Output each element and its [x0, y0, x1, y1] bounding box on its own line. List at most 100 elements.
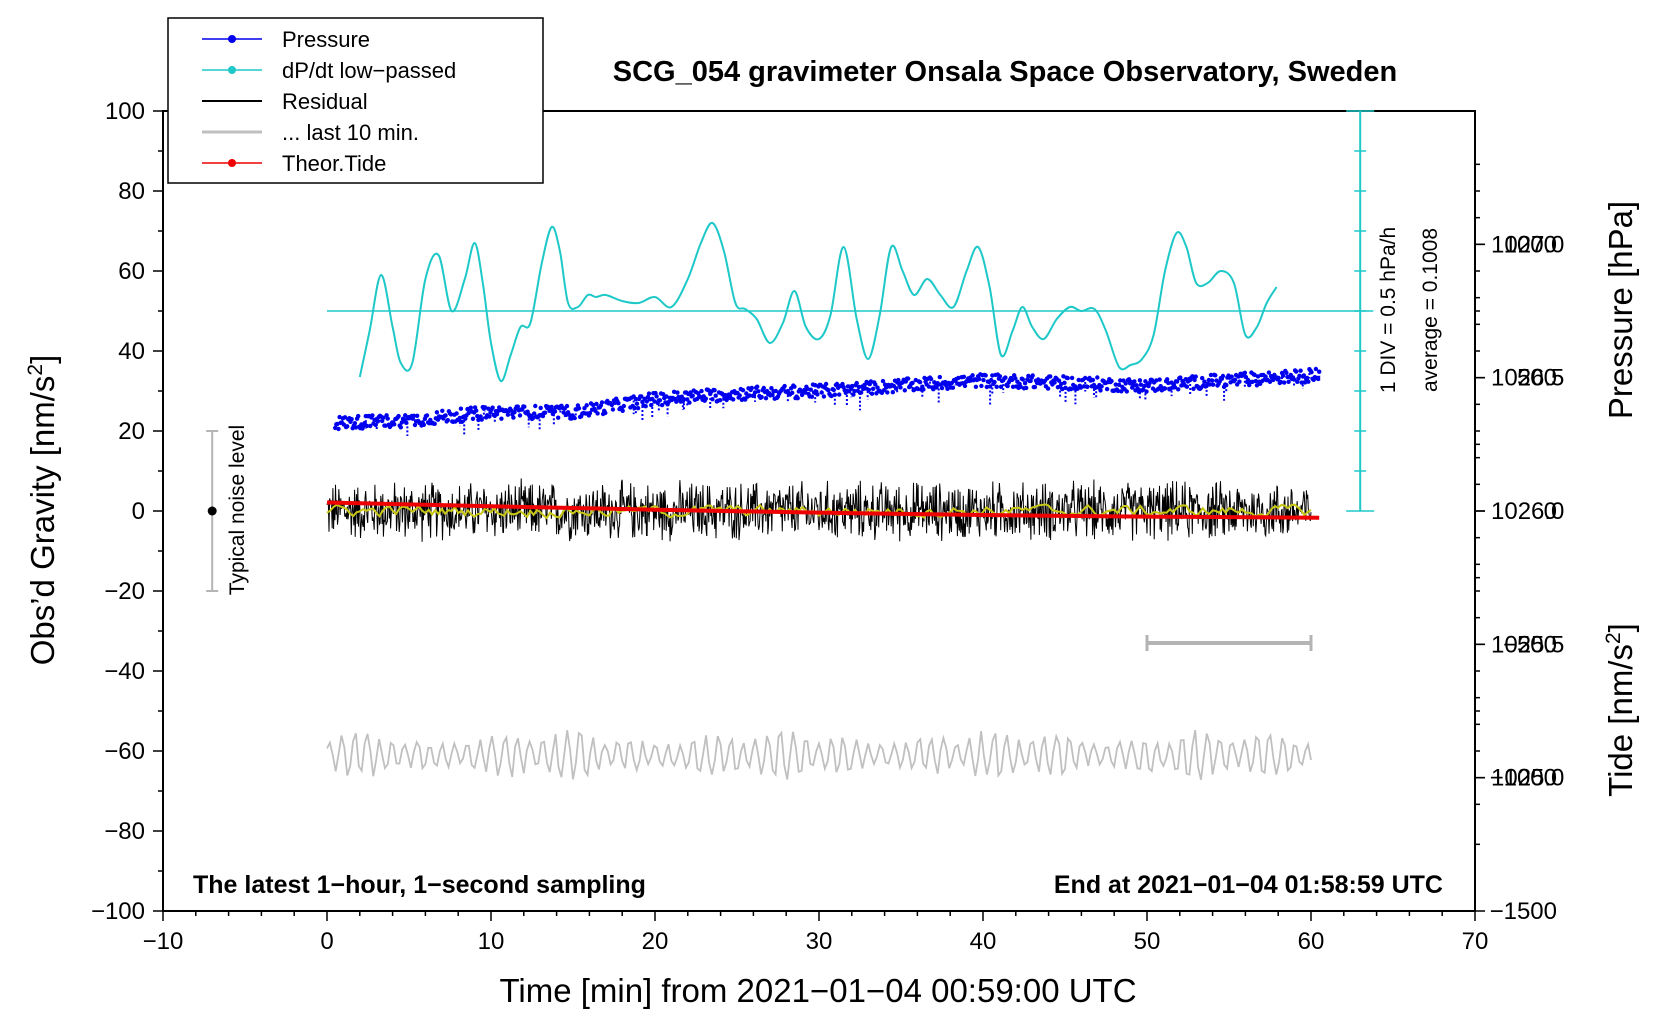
pressure-point — [1214, 378, 1219, 383]
pressure-point — [880, 378, 886, 384]
pressure-point — [567, 412, 572, 417]
pressure-point — [1286, 379, 1291, 384]
pressure-point — [1237, 379, 1242, 384]
tide-tick-label: −1500 — [1490, 898, 1557, 925]
y-label-gravity-end: ] — [24, 355, 61, 364]
x-axis-label: Time [min] from 2021−01−04 00:59:00 UTC — [499, 972, 1136, 1009]
pressure-point — [805, 386, 810, 392]
y-tick-label: 0 — [132, 498, 145, 525]
pressure-point — [932, 380, 937, 385]
pressure-point — [675, 390, 680, 395]
pressure-point — [336, 426, 341, 432]
pressure-point — [1280, 373, 1286, 378]
pressure-point — [556, 415, 561, 420]
pressure-point — [415, 413, 420, 418]
tide-tick-label: 1000 — [1504, 231, 1557, 258]
pressure-point — [1144, 389, 1149, 394]
pressure-point — [1062, 380, 1067, 385]
pressure-point — [1294, 369, 1299, 374]
pressure-point — [1063, 385, 1068, 390]
pressure-point — [470, 416, 476, 421]
pressure-point — [829, 393, 834, 399]
pressure-point — [424, 413, 430, 418]
pressure-point — [710, 397, 715, 402]
pressure-point — [517, 413, 523, 418]
pressure-point — [466, 410, 471, 416]
pressure-tick-label: 1025.0 — [1491, 765, 1564, 792]
pressure-point — [1191, 386, 1196, 391]
pressure-point — [440, 408, 445, 413]
pressure-point — [703, 396, 708, 401]
pressure-point — [902, 388, 907, 393]
pressure-point — [939, 385, 945, 391]
pressure-point — [333, 425, 338, 431]
pressure-point — [654, 394, 659, 399]
pressure-point — [538, 405, 543, 411]
pressure-point — [905, 376, 911, 381]
pressure-point — [790, 390, 795, 395]
pressure-point — [396, 413, 401, 419]
pressure-point — [1301, 373, 1307, 378]
pressure-point — [352, 421, 358, 426]
pressure-point — [599, 400, 605, 405]
pressure-point — [595, 411, 600, 416]
pressure-point — [532, 411, 537, 416]
last10-series — [326, 729, 1312, 781]
pressure-point — [1209, 378, 1215, 383]
pressure-point — [875, 385, 880, 390]
pressure-point — [1302, 380, 1308, 385]
pressure-point — [616, 401, 621, 406]
pressure-tick-label: 1027.0 — [1491, 231, 1564, 258]
pressure-point — [761, 385, 766, 391]
pressure-point — [381, 415, 386, 420]
pressure-point — [1076, 377, 1081, 383]
pressure-point — [1138, 382, 1144, 387]
pressure-point — [792, 384, 797, 389]
pressure-point — [1045, 386, 1051, 391]
pressure-point — [335, 421, 340, 427]
pressure-point — [412, 422, 418, 428]
pressure-point — [587, 410, 593, 416]
pressure-point — [490, 405, 495, 410]
pressure-point — [644, 399, 649, 404]
y-tick-label: −20 — [104, 578, 145, 605]
pressure-point — [1263, 374, 1268, 379]
legend-label-residual: Residual — [282, 89, 368, 114]
pressure-point — [712, 388, 717, 393]
pressure-point — [1116, 382, 1122, 387]
y-label-gravity-sup: 2 — [24, 364, 47, 376]
pressure-tick-label: 1026.0 — [1491, 498, 1564, 525]
pressure-point — [370, 413, 375, 418]
pressure-point — [763, 396, 769, 401]
pressure-point — [898, 385, 903, 390]
pressure-point — [1018, 384, 1023, 390]
pressure-point — [1200, 375, 1205, 381]
tide-series — [326, 500, 1320, 520]
pressure-point — [411, 413, 417, 418]
pressure-point — [542, 410, 548, 415]
pressure-point — [552, 409, 558, 414]
pressure-point — [594, 401, 599, 407]
pressure-point — [445, 418, 450, 423]
pressure-point — [943, 379, 948, 385]
pressure-point — [505, 412, 511, 417]
x-tick-label: −10 — [143, 928, 184, 955]
pressure-point — [1172, 385, 1178, 390]
pressure-point — [664, 394, 669, 399]
pressure-point — [990, 373, 995, 378]
pressure-point — [454, 411, 459, 416]
noise-level-label: Typical noise level — [226, 425, 249, 595]
pressure-point — [870, 386, 876, 391]
pressure-point — [474, 408, 479, 413]
pressure-point — [868, 379, 874, 384]
pressure-point — [1190, 374, 1195, 379]
pressure-point — [992, 379, 997, 385]
tide-tick-label: −500 — [1503, 631, 1557, 658]
pressure-point — [1184, 384, 1190, 389]
pressure-point — [803, 390, 808, 395]
pressure-point — [1282, 380, 1287, 385]
pressure-point — [383, 423, 388, 428]
legend-label-tide: Theor.Tide — [282, 151, 386, 176]
pressure-point — [657, 398, 663, 403]
pressure-point — [448, 412, 454, 417]
